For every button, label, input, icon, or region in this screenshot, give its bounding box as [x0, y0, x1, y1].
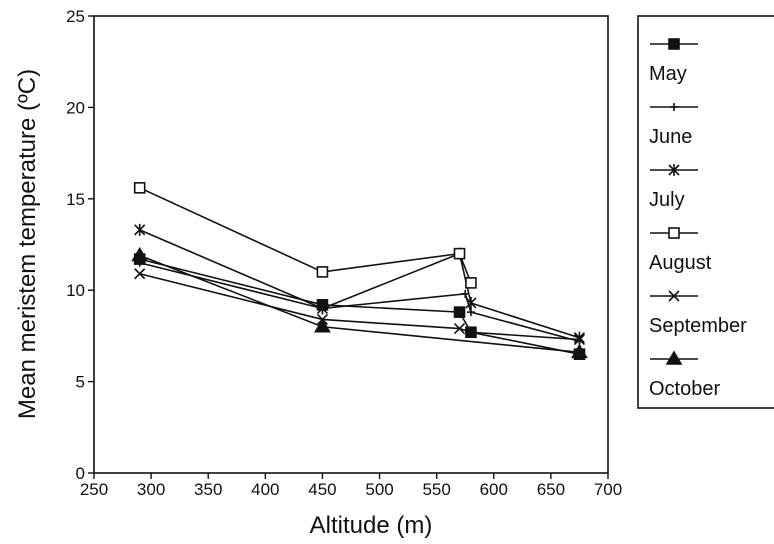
x-tick-label-650: 650 — [537, 480, 565, 499]
y-tick-label-15: 15 — [66, 190, 85, 209]
plot-area-frame — [94, 16, 608, 473]
y-tick-label-25: 25 — [66, 7, 85, 26]
data-point-august-0 — [135, 183, 145, 193]
y-tick-label-0: 0 — [76, 464, 85, 483]
y-tick-label-10: 10 — [66, 281, 85, 300]
x-tick-label-600: 600 — [480, 480, 508, 499]
legend-label-october: October — [649, 378, 720, 400]
data-point-june-3 — [467, 308, 475, 316]
series-june — [136, 259, 584, 346]
legend-label-june: June — [649, 126, 692, 148]
legend-marker-may — [669, 39, 679, 49]
data-point-august-1 — [317, 267, 327, 277]
series-may — [135, 254, 585, 359]
data-point-august-2 — [455, 249, 465, 259]
x-tick-label-550: 550 — [422, 480, 450, 499]
y-tick-label-20: 20 — [66, 98, 85, 117]
legend-marker-august — [669, 228, 679, 238]
series-july — [135, 224, 585, 344]
legend-label-july: July — [649, 189, 685, 211]
data-point-july-0 — [135, 224, 145, 236]
y-tick-label-5: 5 — [76, 373, 85, 392]
x-tick-label-350: 350 — [194, 480, 222, 499]
series-layer — [133, 183, 587, 359]
data-point-may-2 — [455, 307, 465, 317]
series-line-may — [140, 259, 580, 354]
x-axis-title: Altitude (m) — [310, 512, 433, 539]
x-tick-label-700: 700 — [594, 480, 622, 499]
y-axis-title: Mean meristem temperature (ºC) — [14, 69, 41, 419]
x-tick-label-500: 500 — [365, 480, 393, 499]
series-august — [135, 183, 476, 288]
data-point-august-3 — [466, 278, 476, 288]
x-tick-label-400: 400 — [251, 480, 279, 499]
series-october — [133, 248, 587, 357]
legend-label-may: May — [649, 63, 687, 85]
legend: May June July August September October — [638, 16, 774, 408]
data-point-september-0 — [135, 269, 145, 279]
data-point-october-1 — [315, 320, 329, 332]
x-tick-label-300: 300 — [137, 480, 165, 499]
x-tick-label-450: 450 — [308, 480, 336, 499]
legend-label-august: August — [649, 252, 712, 274]
series-line-june — [140, 263, 580, 342]
legend-label-september: September — [649, 315, 747, 337]
